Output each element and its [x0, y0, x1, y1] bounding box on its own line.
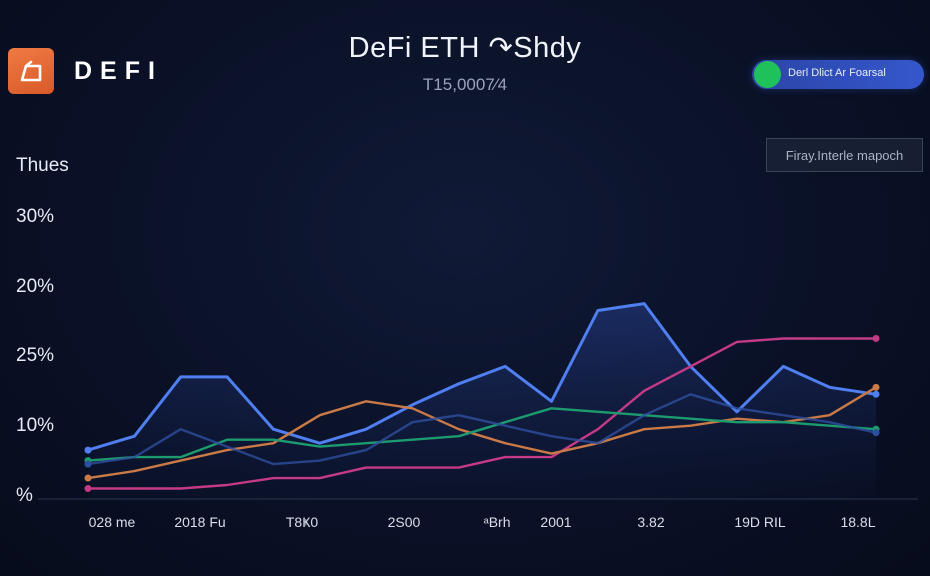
y-tick-label: 25%: [16, 345, 54, 366]
x-tick-label: 3.82: [637, 514, 664, 530]
y-tick-label: 20%: [16, 276, 54, 297]
series-line: [86, 393, 878, 466]
x-tick-label: 2Ѕ00: [388, 514, 421, 530]
series-point: [872, 429, 880, 437]
series-point: [84, 474, 92, 482]
x-tick-label: ᵃBrh: [484, 514, 511, 530]
series-line: [86, 386, 878, 480]
series-area: [88, 303, 876, 499]
series-point: [872, 390, 880, 398]
defi-logo-icon: [8, 48, 54, 94]
brand-name: DEFI: [74, 56, 163, 85]
series-point: [84, 485, 92, 493]
series-point: [872, 383, 880, 391]
toggle-label: Derl Dlict Ar Foarsal: [788, 67, 886, 79]
y-tick-label: 10%: [16, 415, 54, 436]
series-line: [86, 337, 878, 490]
x-tick-label: 18.8L: [840, 514, 875, 530]
page-title: DeFi ETH ↷Shdy: [348, 32, 582, 64]
page-subtitle: T15,0007⁄4: [422, 75, 508, 94]
series-point: [84, 460, 92, 468]
x-tick-label: 2018 Fu: [174, 514, 225, 530]
x-tick-label: T8Ҝ0: [286, 514, 318, 530]
toggle-knob[interactable]: [754, 61, 781, 88]
y-tick-label: %: [16, 485, 33, 506]
x-tick-label: 028 me: [89, 514, 136, 530]
legend-label: Firay.Interle mapoch: [785, 147, 904, 163]
series-point: [84, 446, 92, 454]
legend-button[interactable]: Firay.Interle mapoch: [766, 138, 923, 172]
series-point: [872, 334, 880, 342]
forecast-toggle[interactable]: Derl Dlict Ar Foarsal: [752, 60, 924, 89]
y-tick-label: 30%: [16, 206, 54, 227]
y-axis-label: Thues: [16, 155, 69, 176]
series-line: [86, 302, 878, 452]
x-tick-label: 2001: [540, 514, 571, 530]
brand: DEFI: [8, 48, 163, 94]
x-tick-label: 19D RIL: [734, 514, 786, 530]
